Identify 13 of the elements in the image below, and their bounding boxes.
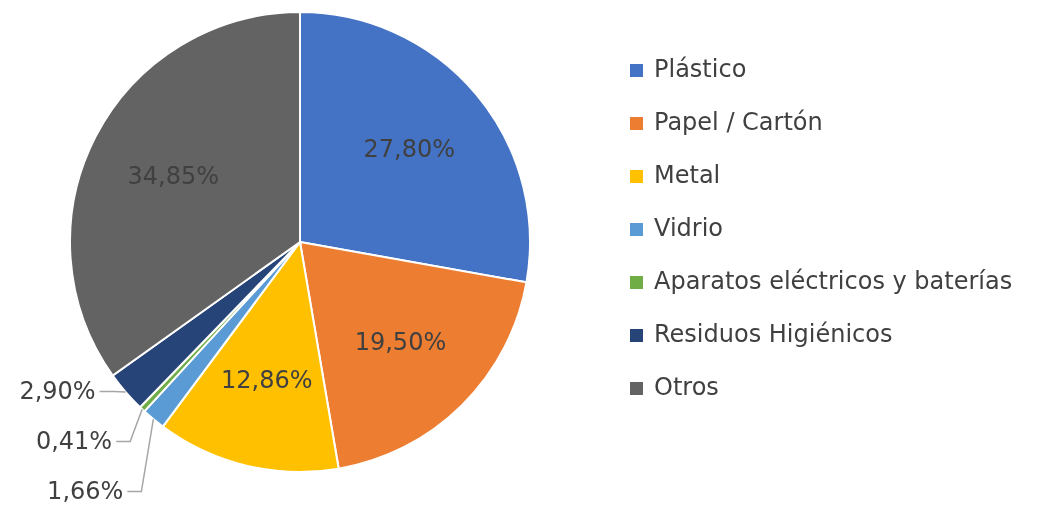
data-label: 12,86%: [221, 365, 313, 394]
data-label: 0,41%: [35, 426, 113, 455]
legend-label: Aparatos eléctricos y baterías: [654, 267, 1013, 295]
legend-label: Residuos Higiénicos: [654, 320, 893, 348]
data-label: 19,50%: [354, 328, 447, 357]
legend-label: Metal: [654, 161, 721, 189]
data-label: 1,66%: [47, 476, 124, 505]
legend-label: Vidrio: [654, 214, 724, 242]
legend-label: Otros: [654, 373, 719, 401]
data-label: 27,80%: [363, 135, 456, 164]
data-label: 2,90%: [19, 376, 96, 405]
legend-label: Papel / Cartón: [654, 108, 823, 136]
legend-label: Plástico: [654, 55, 747, 83]
